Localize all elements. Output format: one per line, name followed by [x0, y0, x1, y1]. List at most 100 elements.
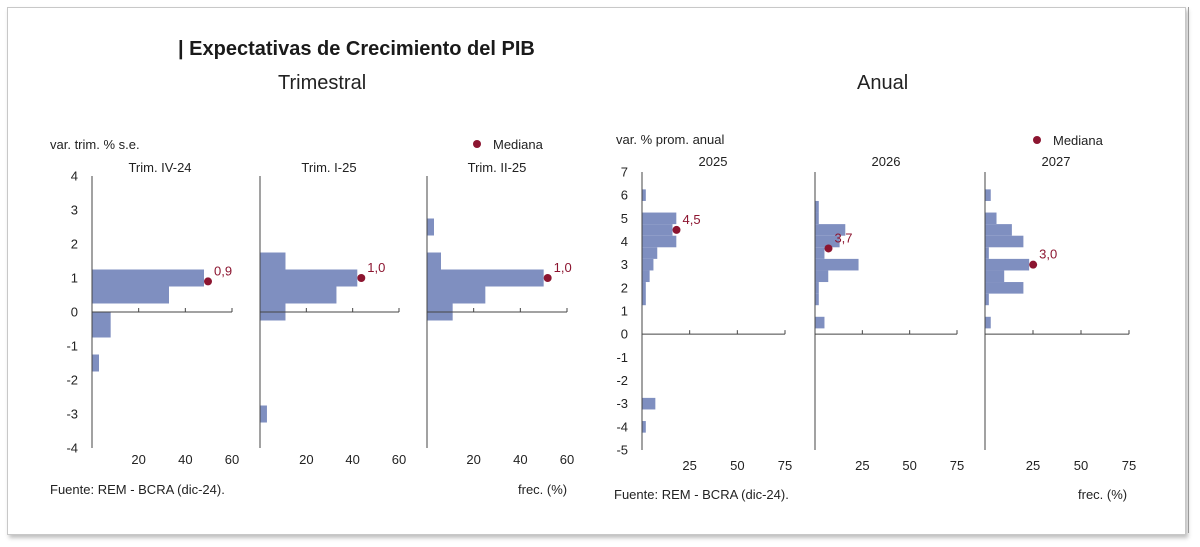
histogram-bar: [92, 286, 169, 304]
x-tick-label: 60: [560, 452, 574, 467]
y-tick-label: 7: [621, 165, 628, 180]
histogram-bar: [427, 286, 486, 304]
histogram-bar: [985, 212, 997, 225]
histogram-bar: [642, 224, 673, 236]
histogram-bar: [642, 270, 650, 283]
y-tick-label: -2: [66, 373, 78, 388]
median-label: 1,0: [554, 260, 572, 275]
panel-title: Trim. IV-24: [128, 160, 191, 175]
median-marker: [204, 277, 212, 286]
annual-source: Fuente: REM - BCRA (dic-24).: [614, 487, 789, 502]
histogram-bar: [427, 218, 434, 236]
y-tick-label: -2: [616, 373, 628, 388]
y-tick-label: -3: [66, 407, 78, 422]
x-tick-label: 60: [225, 452, 239, 467]
histogram-bar: [815, 293, 819, 306]
y-tick-label: -5: [616, 443, 628, 458]
histogram-bar: [815, 212, 819, 225]
x-tick-label: 75: [778, 458, 792, 473]
annual-title: Anual: [857, 72, 909, 94]
y-tick-label: 3: [621, 257, 628, 272]
y-tick-label: 4: [71, 169, 78, 184]
histogram-bar: [985, 224, 1012, 236]
median-marker: [824, 244, 833, 253]
histogram-bar: [260, 269, 358, 287]
y-tick-label: 6: [621, 188, 628, 203]
y-tick-label: 1: [621, 304, 628, 319]
x-tick-label: 25: [855, 458, 869, 473]
histogram-bar: [427, 269, 544, 287]
histogram-bar: [260, 405, 267, 423]
annual-legend-label: Mediana: [1053, 133, 1103, 148]
frame-edge: [1188, 7, 1189, 533]
quarterly-legend-label: Mediana: [493, 137, 543, 152]
quarterly-title: Trimestral: [278, 72, 367, 94]
histogram-bar: [260, 286, 337, 304]
y-tick-label: 1: [71, 271, 78, 286]
histogram-bar: [642, 189, 646, 201]
histogram-bar: [985, 282, 1024, 294]
histogram-bar: [815, 224, 846, 236]
median-label: 3,7: [834, 230, 852, 245]
median-marker: [543, 274, 552, 282]
histogram-bar: [815, 270, 829, 283]
panel-title: 2027: [1042, 154, 1071, 169]
median-marker: [1029, 260, 1038, 269]
histogram-bar: [92, 269, 204, 287]
x-tick-label: 50: [730, 458, 744, 473]
x-tick-label: 25: [1026, 458, 1040, 473]
histogram-bar: [985, 247, 989, 259]
histogram-bar: [92, 354, 99, 372]
main-title: | Expectativas de Crecimiento del PIB: [178, 38, 535, 60]
x-tick-label: 40: [513, 452, 527, 467]
y-tick-label: 2: [621, 280, 628, 295]
annual-legend: Mediana: [1033, 133, 1103, 148]
x-tick-label: 75: [1122, 458, 1136, 473]
quarterly-xlabel: frec. (%): [518, 482, 568, 497]
panel-title: 2025: [699, 154, 728, 169]
x-tick-label: 75: [950, 458, 964, 473]
histogram-bar: [642, 212, 677, 225]
histogram-bar: [815, 235, 840, 248]
median-label: 1,0: [367, 260, 385, 275]
histogram-bar: [642, 282, 646, 306]
y-tick-label: 5: [621, 211, 628, 226]
y-tick-label: 0: [71, 305, 78, 320]
histogram-bar: [642, 247, 658, 259]
median-label: 4,5: [683, 212, 701, 227]
histogram-bar: [985, 316, 991, 329]
annual-xlabel: frec. (%): [1078, 487, 1128, 502]
median-legend-marker: [1033, 136, 1041, 144]
quarterly-ylabel: var. trim. % s.e.: [50, 137, 140, 152]
histogram-bar: [815, 282, 819, 294]
median-label: 3,0: [1039, 247, 1057, 262]
x-tick-label: 40: [178, 452, 192, 467]
histogram-bar: [985, 235, 1024, 248]
y-tick-label: -1: [66, 339, 78, 354]
median-marker: [357, 274, 366, 282]
median-legend-marker: [473, 140, 481, 148]
x-tick-label: 50: [1074, 458, 1088, 473]
y-tick-label: -3: [616, 396, 628, 411]
histogram-bar: [985, 293, 989, 306]
histogram-bar: [815, 247, 825, 259]
histogram-bar: [815, 258, 859, 271]
panel-title: Trim. II-25: [468, 160, 527, 175]
x-tick-label: 40: [345, 452, 359, 467]
histogram-bar: [642, 397, 656, 410]
median-label: 0,9: [214, 263, 232, 278]
histogram-bar: [642, 235, 677, 248]
histogram-bar: [815, 200, 819, 213]
quarterly-source: Fuente: REM - BCRA (dic-24).: [50, 482, 225, 497]
histogram-bar: [92, 312, 111, 338]
x-tick-label: 50: [902, 458, 916, 473]
y-tick-label: 3: [71, 203, 78, 218]
histogram-bar: [427, 252, 441, 270]
histogram-bar: [985, 270, 1005, 283]
histogram-bar: [260, 252, 286, 270]
y-tick-label: -4: [66, 441, 78, 456]
median-marker: [672, 225, 681, 234]
x-tick-label: 20: [131, 452, 145, 467]
x-tick-label: 60: [392, 452, 406, 467]
